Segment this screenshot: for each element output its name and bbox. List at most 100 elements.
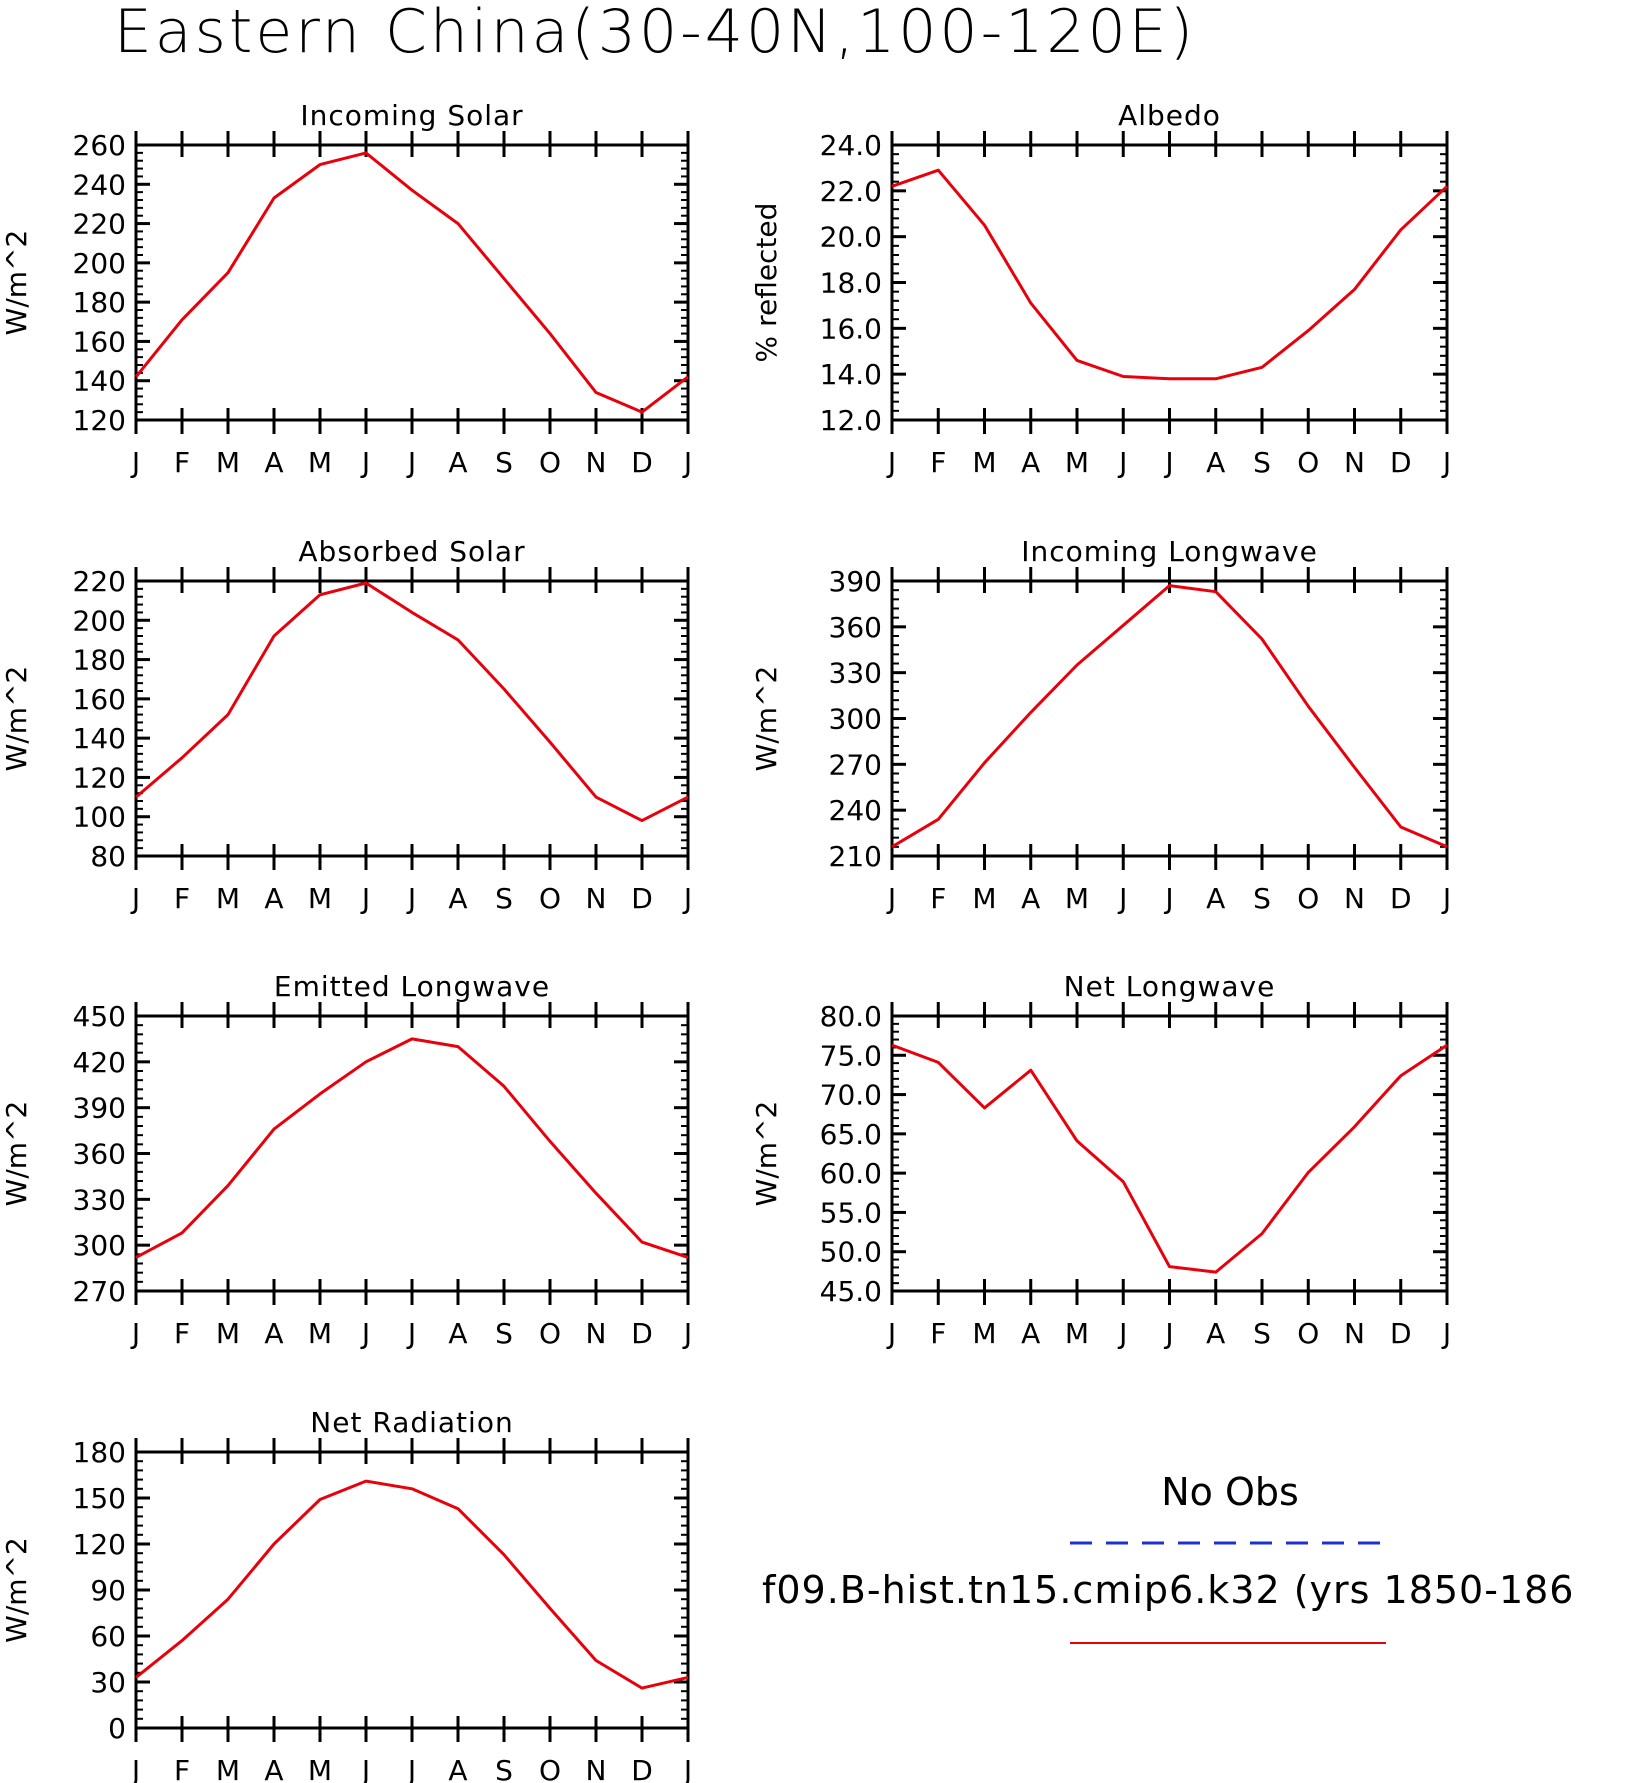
x-tick-label: J [1117, 446, 1127, 479]
x-tick-label: S [1253, 1317, 1271, 1350]
x-tick-label: M [1065, 882, 1089, 915]
y-tick-label: 360 [829, 611, 882, 644]
x-tick-label: F [174, 1317, 190, 1350]
x-tick-label: F [930, 446, 946, 479]
x-tick-label: A [448, 882, 467, 915]
x-tick-label: A [264, 446, 283, 479]
y-tick-label: 240 [829, 794, 882, 827]
y-tick-label: 18.0 [820, 267, 882, 300]
y-tick-label: 330 [73, 1183, 126, 1216]
y-tick-label: 0 [108, 1712, 126, 1745]
x-tick-label: F [930, 882, 946, 915]
y-tick-label: 300 [73, 1229, 126, 1262]
y-tick-label: 390 [829, 565, 882, 598]
x-tick-label: A [1021, 882, 1040, 915]
y-tick-label: 70.0 [820, 1079, 882, 1112]
chart-title: Emitted Longwave [274, 970, 550, 1003]
y-tick-label: 24.0 [820, 129, 882, 162]
y-tick-label: 60 [90, 1620, 126, 1653]
chart-title: Incoming Solar [300, 99, 523, 132]
x-tick-label: J [406, 1317, 416, 1350]
y-tick-label: 16.0 [820, 312, 882, 345]
x-tick-label: J [682, 446, 692, 479]
chart-panel-2: Albedo % reflected 12.0 14.0 16.0 18.0 20.0 22.… [750, 99, 1451, 479]
y-tick-label: 14.0 [820, 358, 882, 391]
legend-case-label: f09.B-hist.tn15.cmip6.k32 (yrs 1850-186 [762, 1568, 1575, 1612]
x-tick-label: O [539, 1317, 561, 1350]
x-tick-label: S [1253, 882, 1271, 915]
y-axis-label: W/m^2 [0, 1537, 33, 1643]
chart-panel-3: Absorbed Solar W/m^2 80 100 120 140 160 180 200 2… [0, 535, 692, 915]
x-tick-label: M [308, 1754, 332, 1783]
series-line [135, 581, 689, 823]
y-tick-label: 90 [90, 1574, 126, 1607]
x-tick-label: O [1297, 446, 1319, 479]
x-tick-label: O [539, 882, 561, 915]
x-tick-label: O [1297, 882, 1319, 915]
y-tick-label: 220 [73, 208, 126, 241]
chart-title: Net Radiation [310, 1406, 513, 1439]
chart-panel-5: Emitted Longwave W/m^2 270 300 330 360 390 420 4… [0, 970, 692, 1350]
x-tick-label: A [264, 1317, 283, 1350]
x-tick-label: J [130, 1754, 140, 1783]
figure-title: Eastern China(30-40N,100-120E) [113, 0, 1197, 67]
y-tick-label: 75.0 [820, 1039, 882, 1072]
x-tick-label: A [1206, 882, 1225, 915]
chart-title: Net Longwave [1064, 970, 1276, 1003]
y-tick-label: 45.0 [820, 1275, 882, 1308]
x-tick-label: D [1390, 1317, 1412, 1350]
x-tick-label: F [174, 882, 190, 915]
y-tick-label: 120 [73, 1528, 126, 1561]
x-tick-label: A [1021, 1317, 1040, 1350]
y-tick-label: 20.0 [820, 221, 882, 254]
x-tick-label: J [1163, 1317, 1173, 1350]
y-tick-label: 450 [73, 1000, 126, 1033]
legend [1070, 1541, 1386, 1644]
y-tick-label: 65.0 [820, 1118, 882, 1151]
x-tick-label: J [1441, 882, 1451, 915]
x-tick-label: M [216, 882, 240, 915]
y-tick-label: 120 [73, 404, 126, 437]
y-axis-label: W/m^2 [0, 1101, 33, 1207]
y-tick-label: 270 [829, 748, 882, 781]
x-tick-label: M [1065, 1317, 1089, 1350]
chart-panel-1: Incoming Solar W/m^2 120 140 160 180 200 220 240… [0, 99, 692, 479]
y-tick-label: 390 [73, 1092, 126, 1125]
y-tick-label: 160 [73, 683, 126, 716]
x-tick-label: D [631, 446, 653, 479]
x-tick-label: N [586, 1754, 607, 1783]
series-line [891, 1043, 1448, 1274]
y-tick-label: 300 [829, 703, 882, 736]
x-tick-label: J [360, 446, 370, 479]
x-tick-label: J [1441, 446, 1451, 479]
y-tick-label: 200 [73, 247, 126, 280]
x-tick-label: D [631, 882, 653, 915]
x-tick-label: S [495, 1317, 513, 1350]
plot-frame [890, 1014, 1449, 1293]
x-tick-label: N [1344, 1317, 1365, 1350]
x-tick-label: A [448, 446, 467, 479]
chart-title: Albedo [1118, 99, 1221, 132]
y-tick-label: 80.0 [820, 1000, 882, 1033]
x-tick-label: J [682, 882, 692, 915]
x-tick-label: S [495, 1754, 513, 1783]
x-tick-label: M [216, 1754, 240, 1783]
x-tick-label: M [1065, 446, 1089, 479]
x-tick-label: O [1297, 1317, 1319, 1350]
x-tick-label: J [406, 882, 416, 915]
x-tick-label: A [1206, 446, 1225, 479]
legend-obs-label: No Obs [1161, 1470, 1299, 1514]
series-line [135, 1479, 689, 1690]
x-tick-label: M [308, 446, 332, 479]
x-tick-label: M [308, 1317, 332, 1350]
y-tick-label: 180 [73, 644, 126, 677]
x-tick-label: O [539, 1754, 561, 1783]
y-tick-label: 60.0 [820, 1157, 882, 1190]
x-tick-label: N [586, 1317, 607, 1350]
x-tick-label: A [264, 1754, 283, 1783]
x-tick-label: M [972, 882, 996, 915]
x-tick-label: J [1441, 1317, 1451, 1350]
series-line [134, 151, 689, 414]
